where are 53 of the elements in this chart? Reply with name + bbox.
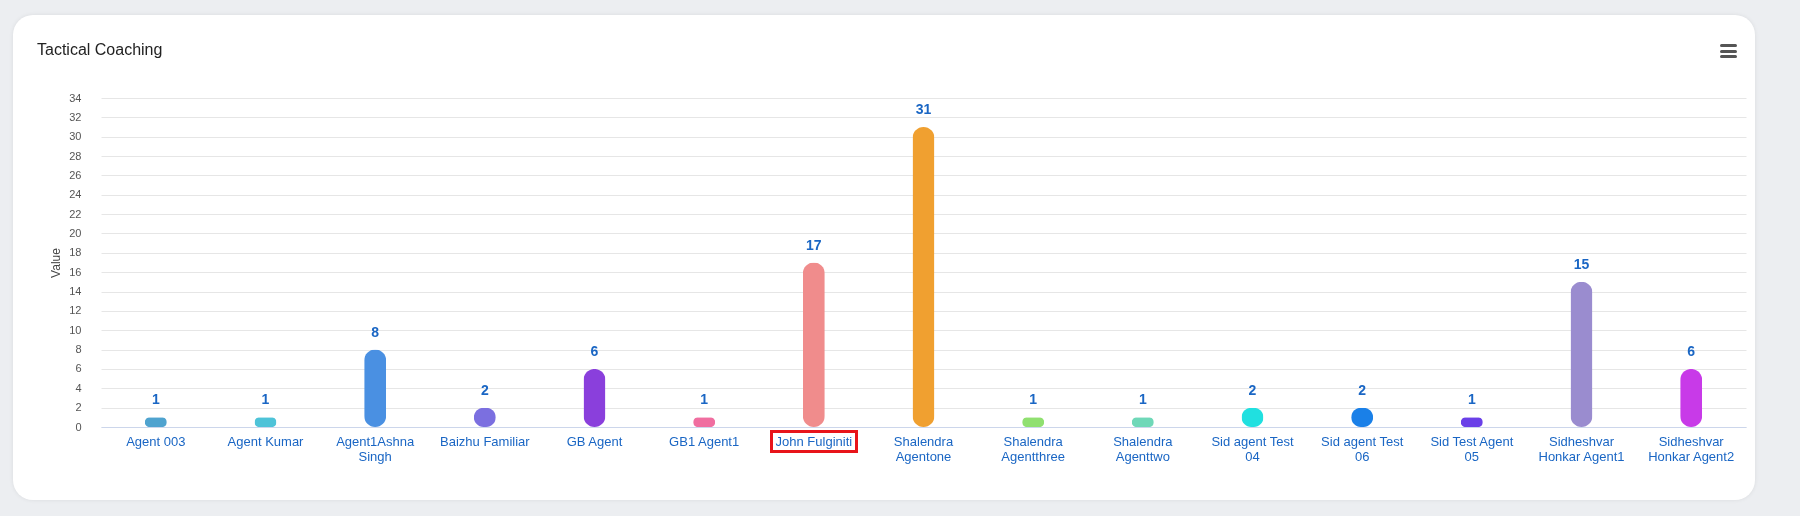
x-tick-label: GB1 Agent1 xyxy=(669,433,740,449)
data-label: 8 xyxy=(371,323,380,340)
x-tick-label: John Fulginiti xyxy=(775,433,853,449)
y-tick-label: 16 xyxy=(69,265,82,278)
y-tick-label: 34 xyxy=(69,91,82,104)
bar xyxy=(802,262,825,427)
data-label: 15 xyxy=(1573,255,1590,272)
data-label: 1 xyxy=(261,391,270,408)
data-label: 1 xyxy=(1029,391,1038,408)
y-tick-label: 18 xyxy=(69,246,82,259)
data-label: 1 xyxy=(1138,391,1147,408)
y-tick-label: 12 xyxy=(69,304,82,317)
data-label: 2 xyxy=(1248,381,1257,398)
y-tick-label: 32 xyxy=(69,110,82,123)
y-tick-label: 28 xyxy=(69,149,82,162)
y-tick-label: 2 xyxy=(75,401,82,414)
x-tick-label: Agent1Ashna Singh xyxy=(336,433,415,464)
y-tick-label: 8 xyxy=(75,343,82,356)
x-tick-label: Agent 003 xyxy=(126,433,186,449)
y-tick-label: 0 xyxy=(75,420,82,433)
y-tick-label: 4 xyxy=(75,381,82,394)
x-tick-label: Shalendra Agenttwo xyxy=(1113,433,1174,464)
x-tick-label: Sidheshvar Honkar Agent1 xyxy=(1538,433,1625,464)
data-label: 1 xyxy=(1467,391,1476,408)
data-label: 1 xyxy=(151,391,160,408)
data-label: 6 xyxy=(590,342,599,359)
data-label: 31 xyxy=(915,101,932,118)
x-tick-label: Agent Kumar xyxy=(227,433,305,449)
y-tick-label: 26 xyxy=(69,168,82,181)
x-tick-label: Sid agent Test 04 xyxy=(1211,433,1294,464)
data-label: 2 xyxy=(480,381,489,398)
bar xyxy=(912,127,935,427)
bar xyxy=(1570,281,1593,427)
y-tick-label: 20 xyxy=(69,226,82,239)
x-tick-label: GB Agent xyxy=(566,433,623,449)
data-label: 17 xyxy=(806,236,822,253)
data-label: 6 xyxy=(1687,342,1696,359)
y-tick-label: 24 xyxy=(69,188,82,201)
y-tick-label: 6 xyxy=(75,362,82,375)
y-tick-label: 10 xyxy=(69,323,82,336)
x-tick-label: Shalendra Agentone xyxy=(893,433,954,464)
x-tick-label: Baizhu Familiar xyxy=(440,433,531,449)
data-label: 1 xyxy=(700,391,709,408)
x-tick-label: Sid agent Test 06 xyxy=(1321,433,1404,464)
y-tick-label: 30 xyxy=(69,130,82,143)
y-tick-label: 14 xyxy=(69,285,82,298)
y-axis-title: Value xyxy=(49,247,64,278)
x-tick-label: Shalendra Agentthree xyxy=(1001,433,1065,464)
x-tick-label: Sidheshvar Honkar Agent2 xyxy=(1648,433,1735,464)
data-label: 2 xyxy=(1358,381,1367,398)
y-tick-label: 22 xyxy=(69,207,82,220)
chart-title: Tactical Coaching xyxy=(37,41,163,58)
x-tick-label: Sid Test Agent 05 xyxy=(1430,433,1514,464)
